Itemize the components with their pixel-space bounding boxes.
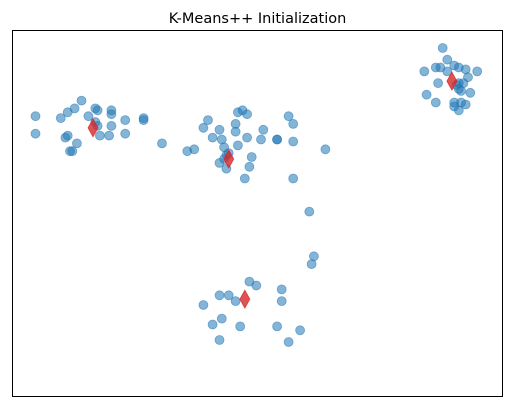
data-point <box>157 138 167 149</box>
data-point <box>283 337 294 347</box>
data-point <box>472 66 483 77</box>
data-point <box>138 113 149 123</box>
data-points-group <box>30 43 483 347</box>
data-point <box>189 144 200 155</box>
data-point <box>306 259 317 270</box>
data-point <box>203 115 213 125</box>
centroid-markers-group <box>87 71 458 309</box>
data-point <box>95 130 105 141</box>
chart-title: K-Means++ Initialization <box>169 11 347 27</box>
data-point <box>419 66 430 77</box>
data-point <box>60 132 71 143</box>
data-point <box>198 300 209 310</box>
data-point <box>104 130 114 141</box>
data-point <box>62 107 73 118</box>
data-point <box>456 97 467 108</box>
data-point <box>216 313 227 324</box>
data-point <box>72 138 82 149</box>
data-point <box>214 157 225 168</box>
centroid-marker <box>446 71 458 91</box>
data-point <box>304 206 315 217</box>
data-point <box>92 105 103 116</box>
centroid-marker <box>223 149 235 169</box>
centroid-marker <box>239 289 251 309</box>
data-point <box>460 64 471 75</box>
data-point <box>276 296 287 307</box>
data-point <box>283 111 294 122</box>
data-point <box>244 161 255 172</box>
data-point <box>214 290 225 301</box>
data-point <box>465 87 476 98</box>
data-point <box>442 54 453 65</box>
centroid-marker <box>87 118 99 138</box>
data-point <box>433 78 444 88</box>
data-point <box>106 109 117 120</box>
data-point <box>272 321 283 332</box>
data-point <box>288 173 299 184</box>
data-point <box>120 115 131 125</box>
data-point <box>30 128 41 139</box>
data-point <box>242 109 253 120</box>
data-point <box>288 136 299 147</box>
data-point <box>320 144 331 155</box>
data-point <box>214 124 225 135</box>
data-point <box>230 119 241 129</box>
data-point <box>435 62 446 73</box>
data-point <box>251 280 262 291</box>
data-point <box>421 89 432 100</box>
data-point <box>83 111 94 122</box>
data-point <box>276 284 287 295</box>
data-point <box>120 128 131 139</box>
data-point <box>232 140 243 151</box>
data-point <box>288 119 299 129</box>
data-point <box>256 134 266 145</box>
data-point <box>230 296 241 307</box>
plot-area-frame <box>12 30 503 397</box>
data-point <box>106 121 117 131</box>
data-point <box>76 95 87 106</box>
data-point <box>67 146 78 157</box>
data-point <box>214 335 225 345</box>
data-point <box>258 124 269 135</box>
data-point <box>30 111 41 122</box>
data-point <box>295 325 306 336</box>
data-point <box>235 321 246 332</box>
data-point <box>207 132 218 143</box>
data-point <box>207 319 218 330</box>
data-point <box>430 97 441 108</box>
data-point <box>239 173 250 184</box>
data-point <box>437 43 448 53</box>
data-point <box>55 113 66 123</box>
data-point <box>272 134 283 145</box>
data-point <box>246 152 257 162</box>
data-point <box>198 122 209 133</box>
data-point <box>242 132 253 143</box>
